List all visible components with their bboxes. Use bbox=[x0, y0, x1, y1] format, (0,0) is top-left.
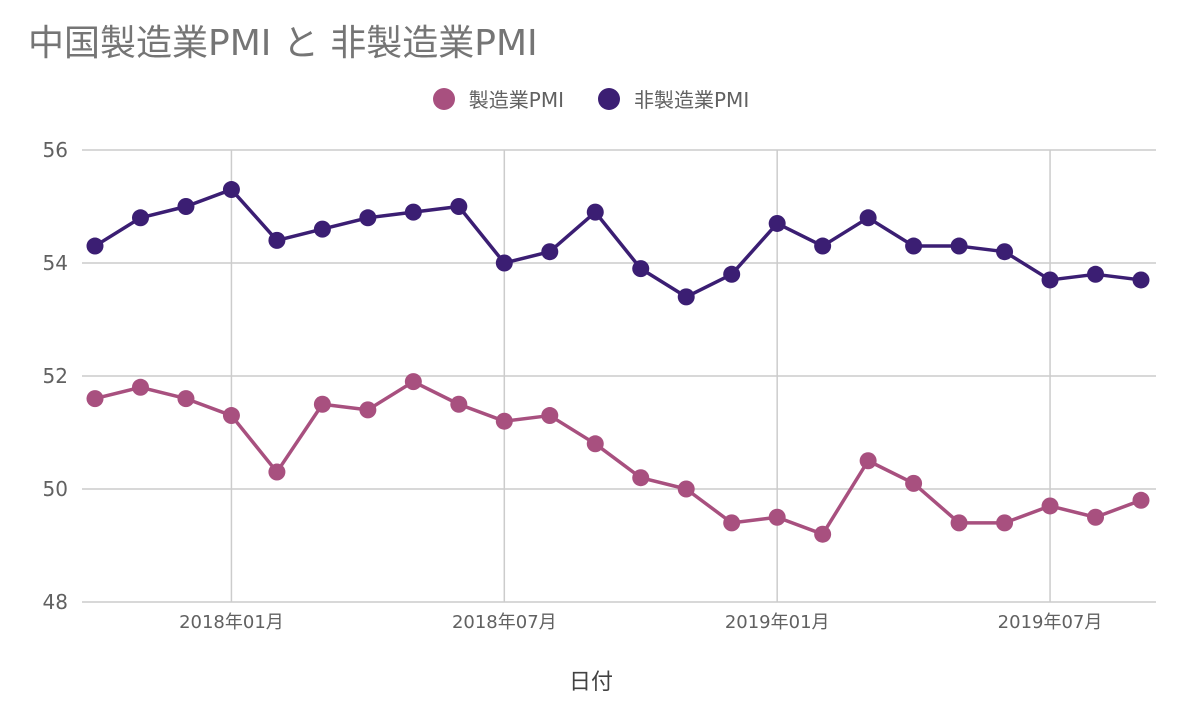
y-tick-label: 56 bbox=[43, 138, 68, 162]
data-point[interactable] bbox=[359, 401, 377, 419]
data-point[interactable] bbox=[950, 237, 968, 255]
data-point[interactable] bbox=[222, 181, 240, 199]
legend-marker-non-manufacturing bbox=[598, 87, 620, 110]
data-point[interactable] bbox=[905, 237, 923, 255]
data-point[interactable] bbox=[404, 203, 422, 221]
data-point[interactable] bbox=[996, 243, 1014, 261]
legend-marker-manufacturing bbox=[432, 87, 455, 110]
series-1 bbox=[86, 181, 1150, 306]
data-point[interactable] bbox=[996, 514, 1014, 532]
series-line bbox=[94, 379, 1142, 536]
data-point[interactable] bbox=[1041, 271, 1059, 289]
data-point[interactable] bbox=[768, 214, 786, 232]
legend: 製造業PMI 非製造業PMI bbox=[0, 84, 1182, 113]
data-point[interactable] bbox=[222, 407, 240, 425]
data-point[interactable] bbox=[768, 508, 786, 526]
data-point[interactable] bbox=[814, 525, 832, 543]
x-tick-label: 2019年01月 bbox=[725, 612, 830, 633]
data-point[interactable] bbox=[495, 412, 513, 430]
data-point[interactable] bbox=[632, 260, 650, 278]
data-point[interactable] bbox=[1132, 491, 1150, 509]
y-tick-label: 54 bbox=[43, 251, 68, 275]
data-point[interactable] bbox=[313, 220, 331, 238]
x-tick-label: 2019年07月 bbox=[998, 612, 1103, 633]
series-0 bbox=[86, 373, 1150, 543]
legend-item-manufacturing[interactable]: 製造業PMI bbox=[432, 84, 564, 113]
data-point[interactable] bbox=[86, 390, 104, 408]
grid bbox=[82, 149, 1156, 603]
y-tick-label: 52 bbox=[43, 364, 68, 388]
data-point[interactable] bbox=[541, 407, 559, 425]
data-point[interactable] bbox=[86, 237, 104, 255]
series-line bbox=[94, 187, 1142, 299]
data-point[interactable] bbox=[859, 209, 877, 227]
x-tick-label: 2018年07月 bbox=[452, 612, 557, 633]
data-point[interactable] bbox=[268, 231, 286, 249]
data-point[interactable] bbox=[632, 469, 650, 487]
data-point[interactable] bbox=[177, 390, 195, 408]
data-point[interactable] bbox=[450, 198, 468, 215]
y-tick-label: 48 bbox=[43, 590, 68, 614]
data-point[interactable] bbox=[723, 514, 741, 532]
data-point[interactable] bbox=[450, 395, 468, 413]
data-point[interactable] bbox=[677, 288, 695, 306]
data-point[interactable] bbox=[404, 373, 422, 391]
data-point[interactable] bbox=[495, 254, 513, 272]
data-point[interactable] bbox=[814, 237, 832, 255]
y-tick-label: 50 bbox=[43, 477, 68, 501]
data-point[interactable] bbox=[359, 209, 377, 227]
legend-label-non-manufacturing: 非製造業PMI bbox=[634, 88, 750, 112]
legend-label-manufacturing: 製造業PMI bbox=[468, 88, 564, 112]
series-layer bbox=[86, 181, 1150, 543]
legend-item-non-manufacturing[interactable]: 非製造業PMI bbox=[598, 84, 749, 113]
data-point[interactable] bbox=[1087, 508, 1105, 526]
data-point[interactable] bbox=[905, 474, 923, 492]
data-point[interactable] bbox=[1041, 497, 1059, 515]
chart-title: 中国製造業PMI と 非製造業PMI bbox=[28, 23, 538, 64]
data-point[interactable] bbox=[177, 198, 195, 215]
data-point[interactable] bbox=[586, 203, 604, 221]
data-point[interactable] bbox=[131, 209, 149, 227]
data-point[interactable] bbox=[268, 463, 286, 481]
data-point[interactable] bbox=[677, 480, 695, 498]
data-point[interactable] bbox=[1132, 271, 1150, 289]
data-point[interactable] bbox=[950, 514, 968, 532]
data-point[interactable] bbox=[313, 395, 331, 413]
data-point[interactable] bbox=[131, 378, 149, 396]
data-point[interactable] bbox=[541, 243, 559, 261]
data-point[interactable] bbox=[586, 435, 604, 453]
axes: 56 54 52 50 48 2018年01月 2018年07月 2019年01月 2019年0… bbox=[43, 138, 1103, 633]
x-tick-label: 2018年01月 bbox=[179, 612, 284, 633]
data-point[interactable] bbox=[1087, 265, 1105, 283]
data-point[interactable] bbox=[723, 265, 741, 283]
data-point[interactable] bbox=[859, 452, 877, 470]
x-axis-title: 日付 bbox=[568, 670, 613, 695]
